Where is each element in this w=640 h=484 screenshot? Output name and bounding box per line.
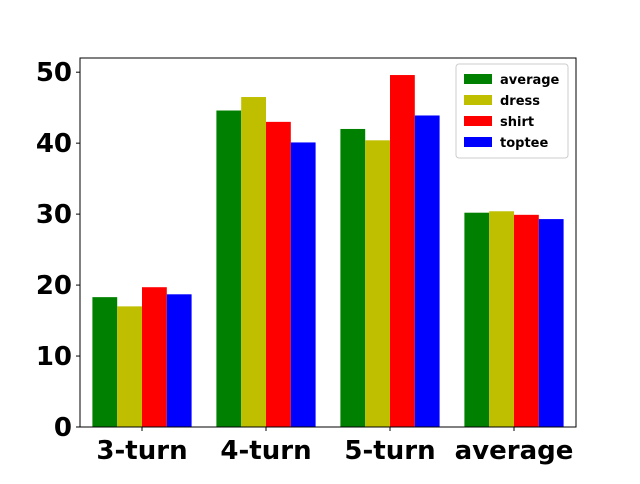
bar-toptee-average (538, 219, 564, 427)
y-tick-label: 10 (36, 342, 72, 372)
legend-label-average: average (500, 73, 560, 88)
bar-average-4-turn (216, 110, 242, 427)
bar-toptee-4-turn (290, 142, 316, 428)
legend-label-shirt: shirt (500, 115, 534, 130)
bar-toptee-3-turn (166, 294, 192, 427)
bar-average-3-turn (92, 297, 118, 427)
y-tick-label: 20 (36, 271, 72, 301)
plot-frame (79, 57, 577, 428)
y-tick-label: 0 (54, 413, 72, 443)
axes-layer: 0 10 20 30 40 50 3-turn 4-turn 5-turn average (36, 57, 577, 466)
bar-shirt-5-turn (390, 75, 415, 428)
legend-label-toptee: toptee (500, 136, 548, 151)
bar-dress-4-turn (241, 97, 266, 428)
legend-swatch-toptee (464, 137, 492, 147)
legend-box (455, 63, 569, 159)
y-tick-label: 40 (36, 129, 72, 159)
bar-toptee-5-turn (414, 115, 440, 427)
bar-average-5-turn (340, 128, 366, 427)
bar-shirt-4-turn (266, 121, 291, 427)
legend-swatch-average (464, 74, 492, 84)
bar-shirt-average (514, 214, 539, 427)
chart-legend: average dress shirt toptee (455, 63, 569, 159)
bar-shirt-3-turn (142, 287, 167, 427)
x-tick-label: 4-turn (220, 436, 311, 466)
bar-average-average (464, 212, 490, 427)
x-tick-label: 3-turn (96, 436, 187, 466)
x-tick-label: average (455, 436, 574, 466)
bar-dress-5-turn (365, 140, 390, 428)
x-tick-label: 5-turn (344, 436, 435, 466)
legend-swatch-dress (464, 95, 492, 105)
bar-dress-average (489, 211, 514, 427)
legend-label-dress: dress (500, 94, 540, 109)
bars-layer (92, 75, 564, 428)
bar-dress-3-turn (117, 306, 142, 427)
y-tick-label: 50 (36, 58, 72, 88)
y-tick-label: 30 (36, 200, 72, 230)
legend-swatch-shirt (464, 116, 492, 126)
